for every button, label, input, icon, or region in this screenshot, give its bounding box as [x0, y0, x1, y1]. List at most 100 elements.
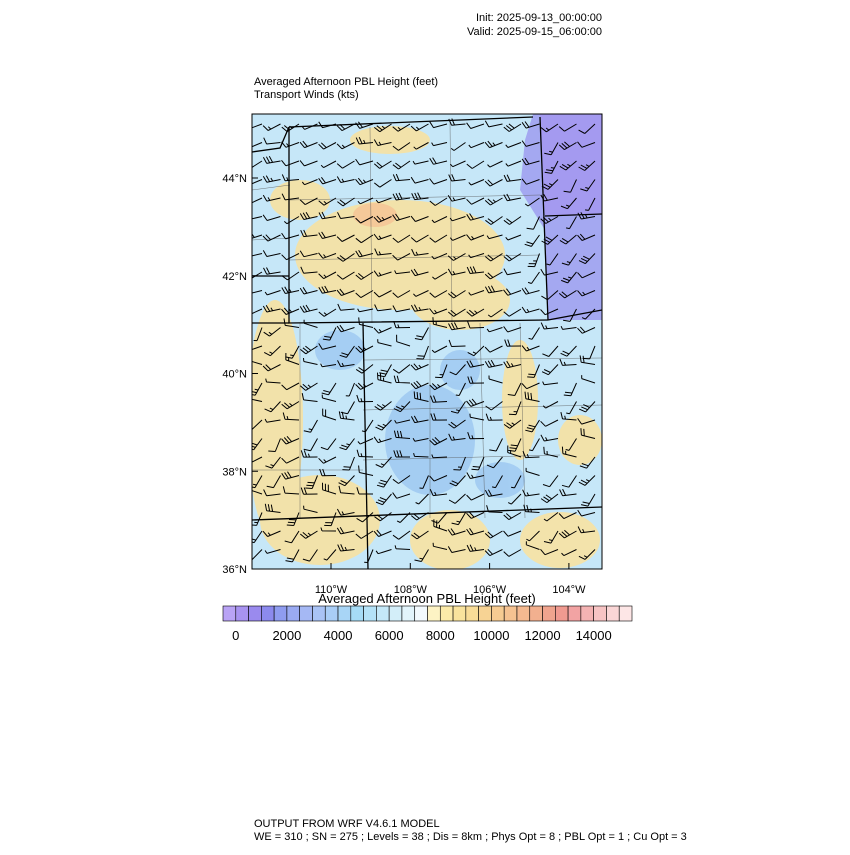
- wind-barb: [355, 530, 374, 539]
- colorbar-box: [401, 605, 416, 622]
- wind-barb: [486, 456, 503, 469]
- wind-barb: [336, 142, 355, 150]
- lat-label: 42°N: [222, 271, 247, 283]
- wind-barb: [525, 541, 540, 550]
- wind-barb: [318, 142, 337, 150]
- wind-barb: [375, 419, 392, 431]
- wind-barb: [540, 322, 559, 330]
- wind-barb: [299, 250, 318, 258]
- wind-barb: [252, 360, 263, 365]
- wind-barb: [561, 446, 577, 458]
- wind-barb: [542, 475, 559, 488]
- wind-barb: [252, 419, 263, 430]
- colorbar-box: [376, 605, 390, 622]
- wind-barb: [503, 308, 522, 317]
- wind-barb: [577, 233, 596, 241]
- wind-barb: [410, 380, 429, 390]
- wind-barb: [507, 382, 522, 396]
- wind-barb: [432, 317, 448, 328]
- wind-barb: [392, 192, 411, 201]
- wind-barb: [396, 334, 411, 347]
- wind-barb: [540, 123, 559, 133]
- lon-label: 106°W: [473, 584, 507, 596]
- wind-barb: [336, 160, 355, 169]
- wind-barb: [429, 290, 448, 298]
- wind-barb: [560, 345, 577, 357]
- wind-barb: [302, 549, 318, 562]
- wind-barb: [322, 327, 337, 341]
- wind-barb: [433, 519, 448, 532]
- wind-barb: [412, 437, 429, 442]
- wind-barb: [561, 271, 577, 284]
- colorbar-title: Averaged Afternoon PBL Height (feet): [318, 591, 536, 606]
- wind-barb: [508, 438, 522, 452]
- wind-barb: [466, 544, 485, 552]
- wind-barb: [300, 345, 318, 355]
- lat-axis: 44°N 42°N 40°N 38°N 36°N: [222, 173, 258, 576]
- wind-barb: [318, 211, 337, 220]
- wind-barb: [486, 505, 503, 513]
- colorbar-label: 10000: [473, 628, 509, 643]
- wind-barb: [541, 234, 559, 245]
- wind-barb: [392, 253, 411, 261]
- wind-barb: [264, 503, 281, 513]
- wind-barb: [560, 325, 577, 330]
- wind-barb: [373, 139, 392, 146]
- wind-barb: [414, 549, 429, 562]
- wind-barb: [318, 231, 337, 239]
- wind-barb: [410, 123, 429, 132]
- wind-barb: [356, 449, 374, 458]
- wind-barb: [373, 290, 392, 298]
- colorbar-label: 12000: [524, 628, 560, 643]
- colorbar-box: [363, 605, 377, 622]
- wind-barb: [336, 527, 355, 535]
- colorbar-box: [388, 605, 403, 622]
- wind-barb: [252, 233, 263, 239]
- wind-barb: [563, 308, 577, 322]
- colorbar-box: [286, 605, 300, 622]
- wind-barb: [447, 253, 466, 261]
- wind-barb: [523, 504, 540, 513]
- wind-barb: [265, 378, 281, 384]
- lat-label: 40°N: [222, 369, 247, 381]
- wind-barb: [578, 401, 596, 413]
- wind-barb: [284, 530, 300, 544]
- wind-barb: [321, 382, 337, 396]
- colorbar-label: 4000: [324, 628, 353, 643]
- colorbar-label: 14000: [576, 628, 612, 643]
- wind-barb: [558, 529, 577, 539]
- wind-barb: [413, 391, 429, 402]
- wind-barb: [324, 512, 337, 527]
- wind-barb: [415, 493, 429, 505]
- wind-barb: [448, 493, 466, 504]
- wind-barb: [252, 486, 263, 495]
- wind-barb: [377, 364, 392, 378]
- wind-barb: [373, 529, 392, 537]
- wind-barb: [524, 197, 540, 207]
- wind-barb: [303, 357, 318, 365]
- wind-barb: [448, 322, 466, 331]
- wind-barb: [524, 391, 540, 402]
- wind-barb: [503, 216, 522, 225]
- wind-barb: [505, 160, 522, 167]
- wind-barb: [467, 345, 485, 357]
- wind-barb: [320, 527, 337, 532]
- wind-barb: [432, 271, 448, 280]
- wind-barb: [283, 216, 300, 225]
- wind-barb: [521, 157, 540, 166]
- wind-barb: [373, 215, 392, 223]
- wind-barb: [449, 475, 466, 487]
- colorbar-box: [299, 605, 313, 622]
- wind-barb: [486, 327, 503, 333]
- wind-barb: [471, 456, 485, 471]
- wind-barb: [338, 485, 355, 495]
- wind-barb: [466, 197, 485, 205]
- wind-barb: [503, 419, 522, 429]
- wind-barb: [355, 249, 374, 258]
- wind-barb: [393, 450, 410, 458]
- wind-barb: [414, 327, 429, 341]
- wind-barb: [577, 141, 596, 148]
- wind-barb: [318, 271, 337, 280]
- wind-barb: [318, 285, 337, 294]
- wind-barb: [522, 450, 540, 459]
